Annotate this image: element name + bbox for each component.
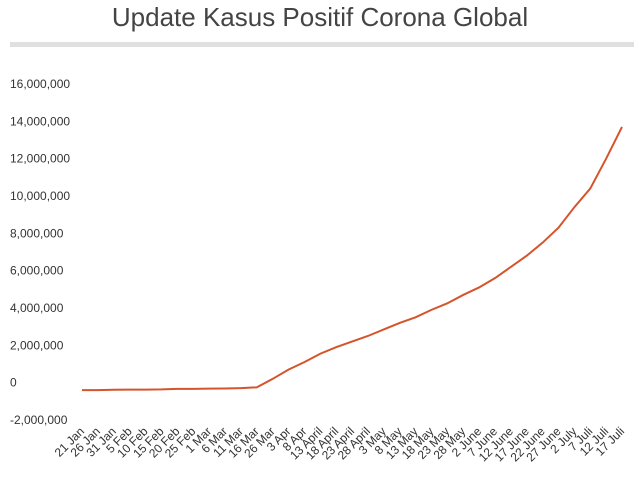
- y-tick-label: 8,000,000: [10, 226, 64, 240]
- title-divider: [10, 42, 634, 47]
- y-tick-label: 12,000,000: [10, 152, 70, 166]
- chart-title: Update Kasus Positif Corona Global: [112, 2, 528, 32]
- line: [82, 126, 623, 392]
- y-tick-label: 14,000,000: [10, 114, 70, 128]
- y-tick-label: 2,000,000: [10, 338, 64, 352]
- y-tick-label: 6,000,000: [10, 264, 64, 278]
- y-tick-label: 0: [10, 376, 17, 390]
- y-tick-label: -2,000,000: [10, 413, 68, 427]
- y-tick-label: 16,000,000: [10, 77, 70, 91]
- y-tick-label: 4,000,000: [10, 301, 64, 315]
- y-tick-label: 10,000,000: [10, 189, 70, 203]
